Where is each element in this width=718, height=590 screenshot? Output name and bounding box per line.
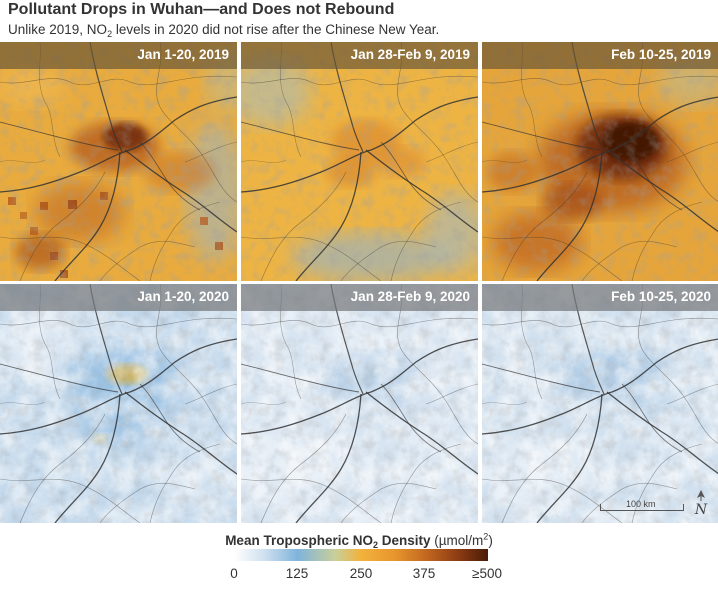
legend-title-bold: Mean Tropospheric NO2 Density	[225, 532, 431, 550]
legend-tick-0: 0	[230, 566, 238, 581]
panel-header: Jan 1-20, 2019	[0, 42, 237, 69]
legend-title-units: (µmol/m2)	[430, 531, 493, 548]
subtitle-subscript: 2	[107, 29, 113, 39]
legend-colorbar	[234, 549, 488, 561]
no2-map-feb-10-25-2019	[482, 42, 718, 281]
legend-tick-125: 125	[285, 566, 309, 581]
legend-tick-375: 375	[412, 566, 436, 581]
panel-label: Jan 1-20, 2019	[137, 47, 229, 62]
no2-map-feb-10-25-2020	[482, 284, 718, 523]
map-panel-feb-10-25-2020: Feb 10-25, 2020	[482, 284, 718, 523]
scale-bar-line	[600, 510, 684, 511]
map-panel-jan-1-20-2019: Jan 1-20, 2019	[0, 42, 237, 281]
legend-tick-250: 250	[349, 566, 373, 581]
map-panel-jan-28-feb-9-2020: Jan 28-Feb 9, 2020	[241, 284, 478, 523]
panel-label: Feb 10-25, 2019	[611, 47, 711, 62]
panel-header: Feb 10-25, 2019	[482, 42, 718, 69]
scale-bar-tick-right	[683, 504, 684, 511]
no2-map-jan-1-20-2019	[0, 42, 237, 281]
panel-label: Jan 28-Feb 9, 2020	[350, 289, 470, 304]
panel-header: Jan 28-Feb 9, 2020	[241, 284, 478, 311]
subtitle-text-before: Unlike 2019, NO	[8, 22, 108, 37]
panel-label: Jan 1-20, 2020	[137, 289, 229, 304]
panel-header: Feb 10-25, 2020	[482, 284, 718, 311]
panel-header: Jan 28-Feb 9, 2019	[241, 42, 478, 69]
subtitle-text-after: levels in 2020 did not rise after the Ch…	[112, 22, 440, 37]
north-arrow-letter: N	[694, 502, 708, 517]
map-panel-jan-1-20-2020: Jan 1-20, 2020	[0, 284, 237, 523]
legend-tick-500: ≥500	[472, 566, 502, 581]
no2-map-jan-1-20-2020	[0, 284, 237, 523]
panel-label: Jan 28-Feb 9, 2019	[350, 47, 470, 62]
no2-map-jan-28-feb-9-2019	[241, 42, 478, 281]
scale-bar: 100 km	[600, 499, 686, 512]
page-subtitle: Unlike 2019, NO2 levels in 2020 did not …	[8, 22, 439, 39]
page-title: Pollutant Drops in Wuhan—and Does not Re…	[8, 1, 395, 18]
panel-label: Feb 10-25, 2020	[611, 289, 711, 304]
scale-bar-label: 100 km	[626, 499, 656, 509]
map-panel-jan-28-feb-9-2019: Jan 28-Feb 9, 2019	[241, 42, 478, 281]
no2-map-jan-28-feb-9-2020	[241, 284, 478, 523]
north-arrow-icon: N	[694, 490, 708, 517]
panel-header: Jan 1-20, 2020	[0, 284, 237, 311]
legend-title: Mean Tropospheric NO2 Density (µmol/m2)	[0, 531, 718, 550]
map-panel-feb-10-25-2019: Feb 10-25, 2019	[482, 42, 718, 281]
scale-bar-tick-left	[600, 504, 601, 511]
